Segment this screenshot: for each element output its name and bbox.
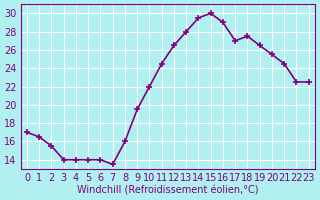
X-axis label: Windchill (Refroidissement éolien,°C): Windchill (Refroidissement éolien,°C) — [77, 186, 259, 196]
